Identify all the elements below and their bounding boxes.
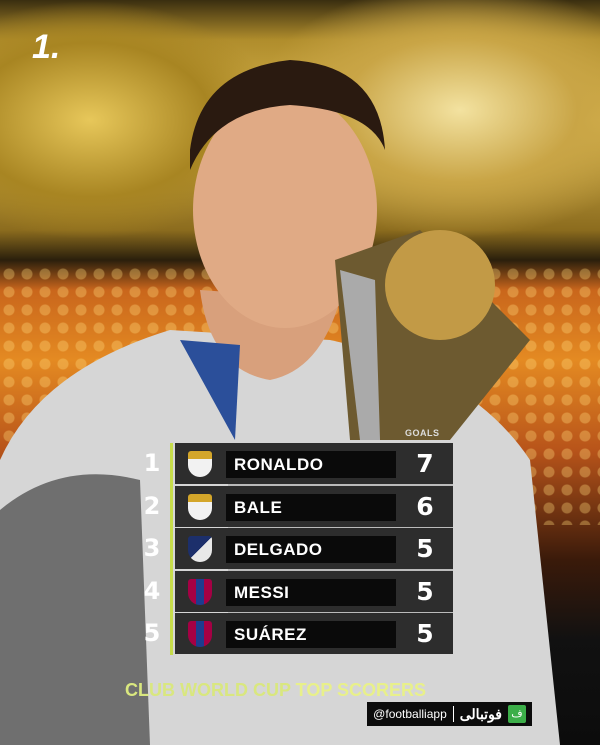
- real-madrid-crest-icon: [188, 451, 212, 477]
- graphic-title: CLUB WORLD CUP TOP SCORERS: [125, 680, 426, 701]
- divider: [452, 706, 454, 722]
- rank: 4: [143, 576, 161, 605]
- player-name: MESSI: [226, 578, 396, 606]
- player-name: DELGADO: [226, 536, 396, 563]
- accent-bar: [170, 443, 173, 655]
- scorer-row: 4 MESSI 5: [0, 570, 600, 614]
- scorer-row: 1 RONALDO 7: [0, 443, 600, 486]
- app-icon: ف: [508, 705, 526, 723]
- rank: 2: [143, 491, 161, 520]
- rank: 5: [143, 619, 161, 647]
- scorer-row: 5 SUÁREZ 5: [0, 613, 600, 655]
- app-name: فوتبالی: [459, 705, 502, 722]
- handle-text: @footballiapp: [373, 707, 447, 721]
- barcelona-crest-icon: [188, 621, 212, 647]
- player-name: SUÁREZ: [226, 621, 396, 648]
- goals-count: 5: [416, 619, 434, 648]
- rank: 3: [143, 534, 161, 562]
- barcelona-crest-icon: [188, 578, 212, 605]
- social-handle-badge: @footballiapp فوتبالی ف: [367, 702, 532, 726]
- goals-count: 5: [416, 534, 434, 563]
- row-separator: [228, 611, 453, 614]
- goals-count: 7: [416, 449, 434, 478]
- player-name: BALE: [226, 493, 396, 521]
- scorer-row: 3 DELGADO 5: [0, 528, 600, 571]
- goals-count: 5: [416, 576, 434, 606]
- goals-column-header: GOALS: [405, 428, 440, 438]
- monterrey-crest-icon: [188, 536, 212, 562]
- goals-count: 6: [416, 491, 434, 521]
- scorer-row: 2 BALE 6: [0, 485, 600, 529]
- row-separator: [228, 484, 453, 486]
- player-name: RONALDO: [226, 451, 396, 478]
- title-part-1: CLUB WORLD CUP: [125, 680, 296, 700]
- brand-logo: 1.: [32, 28, 61, 66]
- real-madrid-crest-icon: [188, 493, 212, 520]
- row-separator: [228, 526, 453, 529]
- title-part-2: TOP SCORERS: [295, 680, 427, 700]
- row-separator: [228, 569, 453, 571]
- rank: 1: [143, 449, 161, 477]
